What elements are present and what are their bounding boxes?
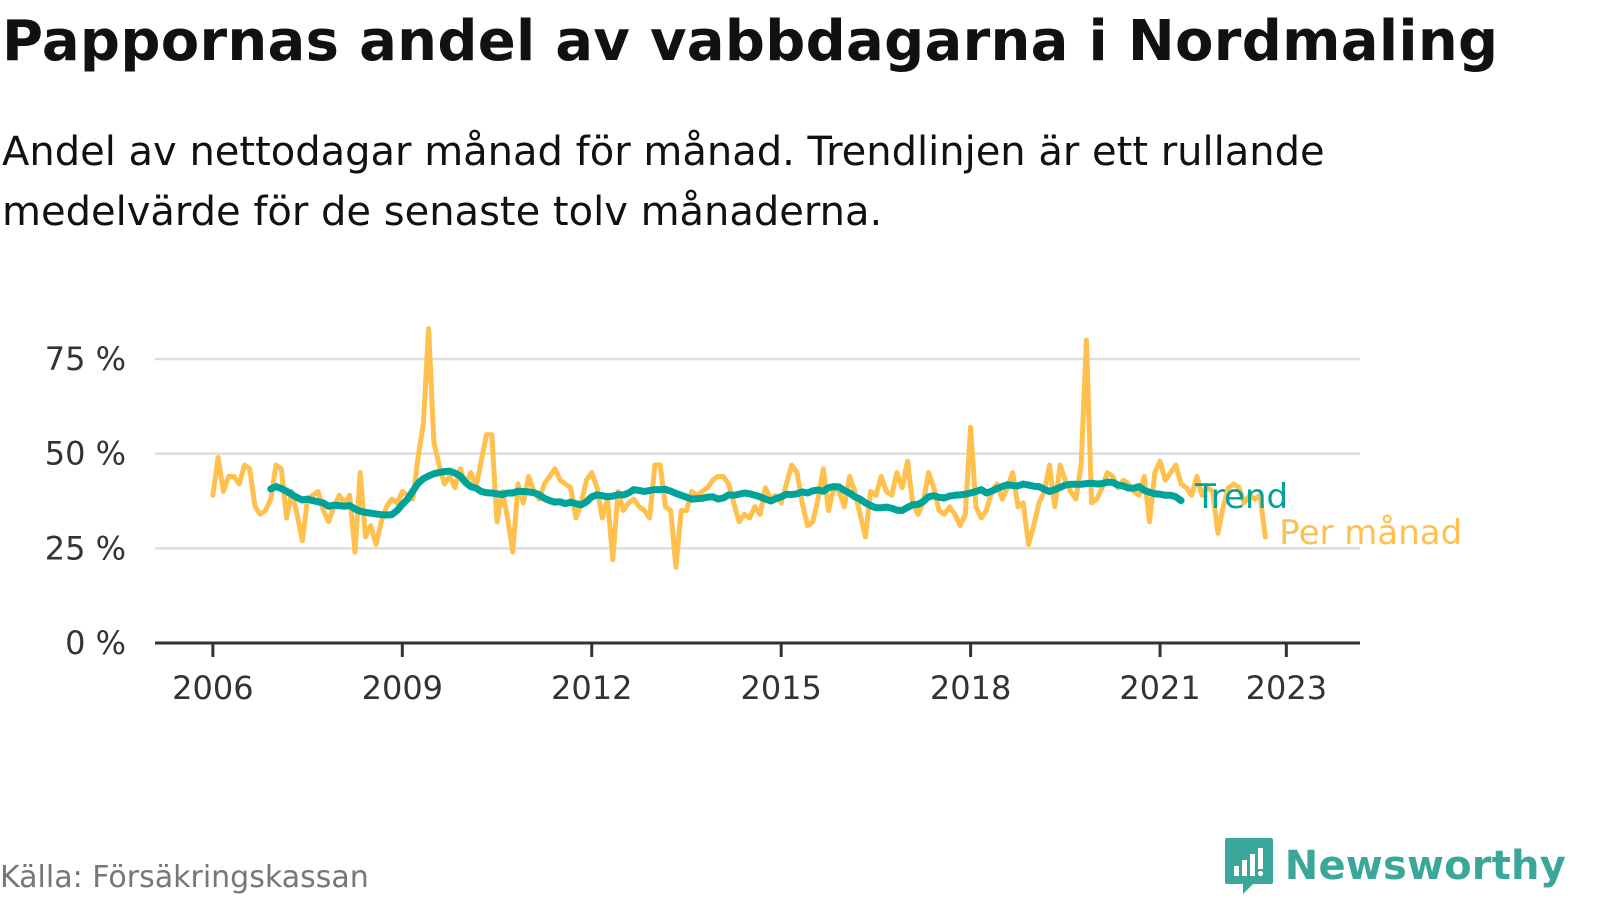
- trend-line: [267, 467, 1185, 519]
- y-tick-label: 25 %: [45, 529, 126, 567]
- y-tick-label: 0 %: [65, 624, 126, 662]
- x-tick-label: 2021: [1119, 669, 1200, 707]
- x-tick-label: 2012: [551, 669, 632, 707]
- series: [210, 326, 1268, 570]
- gridlines: [155, 357, 1360, 550]
- series-label-trend: Trend: [1194, 477, 1288, 517]
- x-tick-label: 2009: [362, 669, 443, 707]
- chart-subtitle: Andel av nettodagar månad för månad. Tre…: [2, 129, 1325, 235]
- axes: 0 % 25 % 50 % 75 % 2006 2009 2012 2015 2018 2021 2…: [45, 340, 1360, 707]
- brand-logo: Newsworthy: [1223, 836, 1566, 896]
- x-tick-label: 2015: [740, 669, 821, 707]
- chart-title: Pappornas andel av vabbdagarna i Nordmal…: [2, 9, 1499, 74]
- brand-name: Newsworthy: [1284, 843, 1566, 889]
- y-tick-label: 75 %: [45, 340, 126, 378]
- source-note: Källa: Försäkringskassan: [0, 860, 369, 895]
- x-tick-label: 2018: [930, 669, 1011, 707]
- x-tick-label: 2023: [1246, 669, 1327, 707]
- line-chart: 0 % 25 % 50 % 75 % 2006 2009 2012 2015 2018 2021 2…: [45, 326, 1462, 707]
- y-tick-label: 50 %: [45, 435, 126, 473]
- series-label-monthly: Per månad: [1279, 513, 1462, 553]
- newsworthy-logo-icon: [1224, 838, 1273, 894]
- x-tick-label: 2006: [172, 669, 253, 707]
- monthly-line: [210, 326, 1268, 570]
